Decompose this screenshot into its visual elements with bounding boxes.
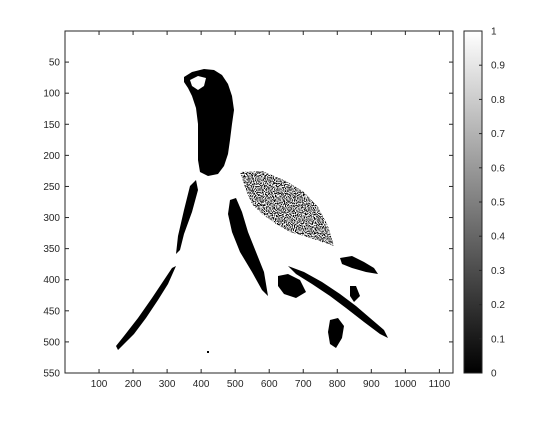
colorbar-tick-label: 0 [491,369,497,380]
y-tick-label: 200 [43,151,60,162]
penguin-left-outline [116,266,176,350]
y-tick-label: 100 [43,89,60,100]
penguin-lower-line [288,266,388,338]
colorbar-tick-label: 1 [491,27,497,38]
x-tick-label: 900 [363,379,380,390]
x-tick-label: 500 [227,379,244,390]
colorbar-tick-label: 0.2 [491,300,505,311]
x-tick-label: 1000 [394,379,417,390]
x-tick-label: 1100 [429,379,451,390]
penguin-right-blob [340,256,378,274]
colorbar-tick-label: 0.3 [491,266,505,277]
penguin-left-edge [176,180,198,254]
penguin-head-shape [184,69,234,176]
axes-box [64,30,454,374]
x-tick-label: 800 [329,379,346,390]
y-tick-label: 450 [43,306,60,317]
x-tick-label: 700 [295,379,312,390]
y-tick-label: 50 [49,58,61,69]
y-tick-label: 300 [43,213,60,224]
x-tick-label: 100 [91,379,108,390]
x-tick-label: 400 [193,379,210,390]
colorbar-tick-label: 0.6 [491,163,505,174]
y-tick-label: 550 [43,369,60,380]
x-tick-label: 200 [125,379,142,390]
y-tick-label: 350 [43,244,60,255]
colorbar-tick-label: 0.7 [491,129,505,140]
colorbar-tick-label: 0.1 [491,334,505,345]
y-tick-label: 150 [43,120,60,131]
colorbar-tick-label: 0.4 [491,232,505,243]
x-tick-label: 300 [159,379,176,390]
penguin-flipper [228,198,268,296]
y-tick-label: 500 [43,337,60,348]
colorbar-tick-label: 0.9 [491,61,505,72]
y-tick-label: 250 [43,182,60,193]
colorbar-tick-label: 0.8 [491,95,505,106]
colorbar-ticks: 0 0.1 0.2 0.3 0.4 0.5 0.6 0.7 0.8 0.9 1 [479,27,505,380]
y-axis: 50 100 150 200 250 300 350 400 450 500 550 [43,58,453,380]
heatmap-image [65,31,453,373]
y-tick-label: 400 [43,275,60,286]
x-axis: 100 200 300 400 500 600 700 800 900 1000 1100 [91,31,451,390]
x-tick-label: 600 [261,379,278,390]
colorbar-tick-label: 0.5 [491,198,505,209]
